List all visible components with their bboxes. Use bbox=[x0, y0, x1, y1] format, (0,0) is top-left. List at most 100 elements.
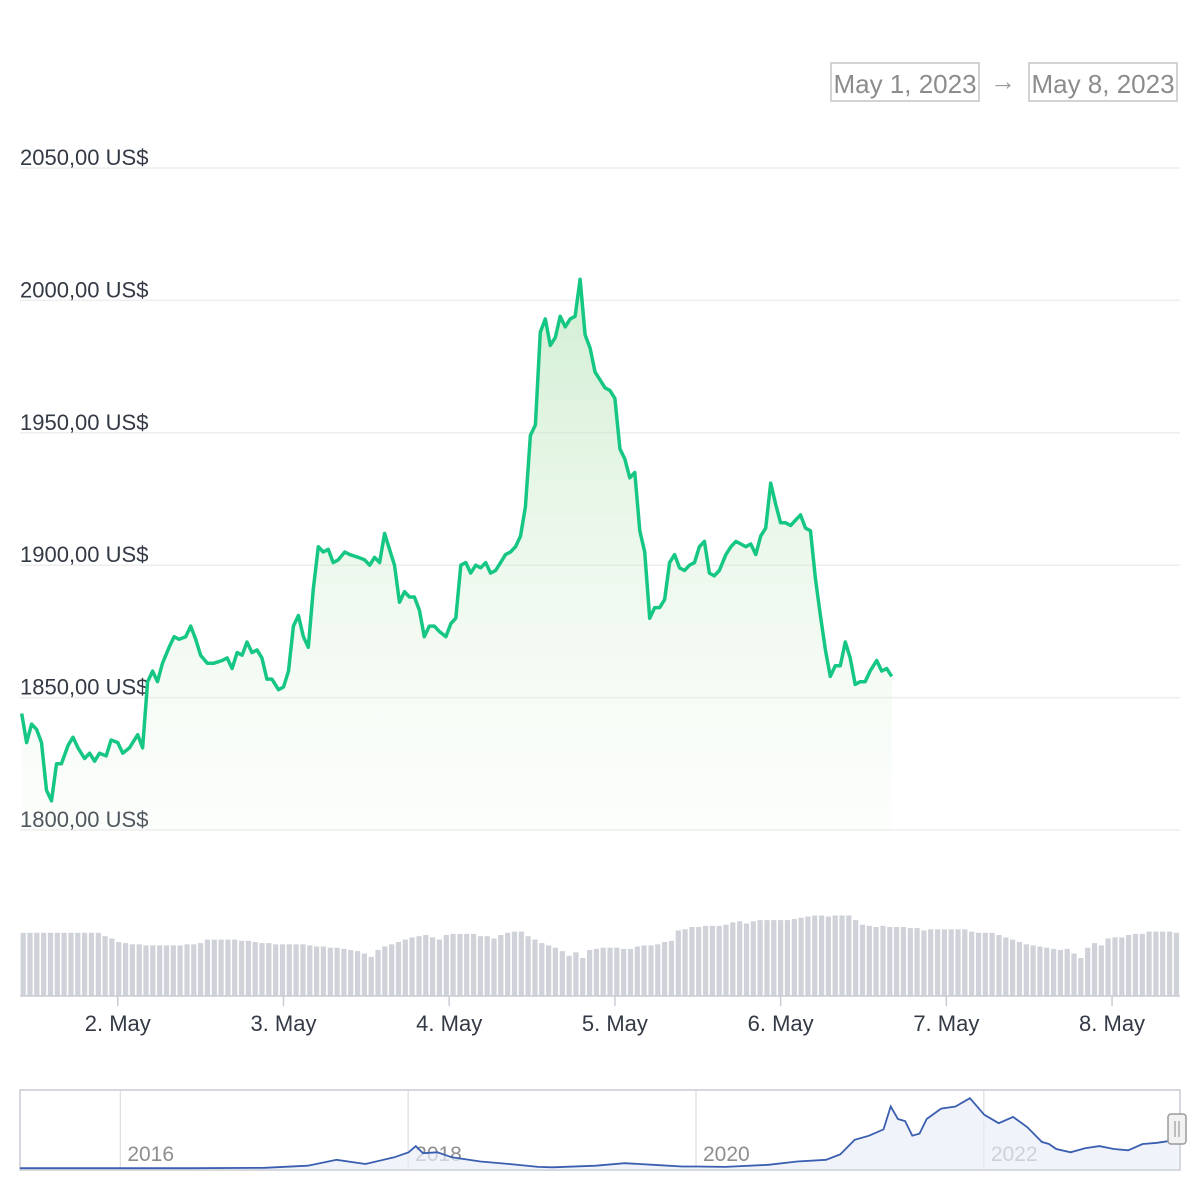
volume-bar bbox=[962, 929, 968, 996]
volume-bar bbox=[975, 932, 982, 997]
arrow-right-icon: → bbox=[990, 66, 1016, 96]
volume-bar bbox=[600, 947, 606, 996]
x-tick-label: 6. May bbox=[748, 1011, 814, 1036]
volume-bar bbox=[723, 924, 729, 996]
volume-bar bbox=[341, 948, 347, 996]
volume-bar bbox=[791, 919, 797, 997]
volume-bar bbox=[239, 940, 245, 996]
volume-bar bbox=[566, 955, 572, 997]
volume-bar bbox=[75, 932, 81, 997]
volume-bar bbox=[1078, 958, 1084, 996]
volume-bar bbox=[389, 944, 395, 997]
volume-bar bbox=[225, 939, 231, 996]
volume-bar bbox=[982, 932, 988, 997]
volume-bar bbox=[928, 929, 934, 996]
volume-bar bbox=[300, 944, 306, 997]
volume-bar bbox=[136, 944, 142, 997]
volume-bar bbox=[832, 915, 838, 996]
volume-bar bbox=[662, 942, 668, 996]
volume-bar bbox=[320, 946, 326, 996]
volume-bar bbox=[648, 945, 654, 996]
volume-bar bbox=[935, 929, 941, 996]
volume-bar bbox=[498, 935, 504, 996]
volume-bar bbox=[157, 945, 163, 996]
volume-bar bbox=[416, 936, 422, 996]
volume-bar bbox=[252, 942, 258, 996]
volume-bar bbox=[471, 933, 477, 996]
navigator-line bbox=[20, 1097, 1179, 1170]
volume-bar bbox=[682, 929, 688, 996]
volume-bar bbox=[334, 947, 340, 996]
y-tick-label: 1900,00 US$ bbox=[20, 542, 148, 567]
volume-bar bbox=[395, 942, 402, 996]
volume-bar bbox=[430, 937, 436, 996]
volume-bar bbox=[1010, 939, 1016, 996]
volume-bar bbox=[47, 932, 54, 997]
volume-bar bbox=[511, 931, 518, 996]
volume-bar bbox=[293, 944, 299, 997]
volume-bar bbox=[607, 947, 613, 996]
volume-bar bbox=[286, 944, 292, 997]
volume-bar bbox=[716, 925, 722, 996]
volume-bar bbox=[614, 947, 620, 996]
navigator-handle[interactable] bbox=[1167, 1113, 1187, 1145]
x-tick-label: 8. May bbox=[1079, 1011, 1145, 1036]
volume-bar bbox=[1119, 937, 1125, 996]
volume-bar bbox=[539, 943, 545, 996]
volume-bar bbox=[1146, 931, 1152, 996]
volume-bar bbox=[709, 925, 715, 996]
volume-bar bbox=[805, 916, 811, 996]
volume-bar bbox=[812, 915, 818, 996]
volume-bar bbox=[703, 925, 709, 996]
volume-bar bbox=[1044, 947, 1050, 996]
volume-bar bbox=[259, 943, 265, 996]
volume-bar bbox=[355, 951, 361, 996]
x-tick-label: 5. May bbox=[582, 1011, 648, 1036]
volume-bar bbox=[948, 929, 954, 996]
volume-bar bbox=[552, 947, 558, 996]
volume-bar bbox=[204, 939, 210, 996]
volume-bar bbox=[163, 945, 170, 996]
volume-bar bbox=[61, 932, 67, 997]
volume-bar bbox=[116, 942, 122, 996]
volume-bar bbox=[184, 944, 190, 997]
x-axis-ticks: 2. May 3. May 4. May 5. May 6. May 7. May 8. M… bbox=[85, 996, 1145, 1036]
volume-bar bbox=[409, 937, 415, 996]
x-tick-label: 3. May bbox=[250, 1011, 316, 1036]
volume-bar bbox=[82, 932, 88, 997]
volume-bar bbox=[1003, 937, 1009, 996]
volume-bar bbox=[375, 950, 381, 996]
navigator[interactable]: 2016201820202022 bbox=[19, 1089, 1187, 1171]
volume-bar bbox=[1098, 945, 1104, 996]
volume-bar bbox=[279, 944, 286, 997]
volume-bar bbox=[88, 932, 94, 997]
date-range-to-input[interactable]: May 8, 2023 bbox=[1028, 62, 1178, 102]
volume-bar bbox=[696, 927, 702, 996]
volume-bar bbox=[634, 946, 640, 996]
volume-bars bbox=[20, 915, 1179, 997]
volume-bar bbox=[198, 943, 204, 996]
date-range-from-input[interactable]: May 1, 2023 bbox=[830, 62, 980, 102]
volume-bar bbox=[41, 932, 47, 997]
volume-bar bbox=[491, 938, 497, 996]
volume-bar bbox=[750, 921, 756, 997]
volume-bar bbox=[218, 939, 224, 996]
volume-bar bbox=[627, 948, 634, 996]
volume-bar bbox=[621, 948, 627, 996]
volume-bar bbox=[505, 932, 511, 997]
volume-bar bbox=[1167, 931, 1173, 996]
volume-bar bbox=[839, 915, 845, 996]
x-tick-label: 4. May bbox=[416, 1011, 482, 1036]
volume-bar bbox=[484, 936, 490, 996]
volume-bar bbox=[532, 939, 538, 996]
volume-bar bbox=[989, 932, 995, 997]
y-tick-label: 2000,00 US$ bbox=[20, 277, 148, 302]
volume-bar bbox=[1071, 953, 1077, 996]
volume-bar bbox=[689, 927, 695, 996]
volume-bar bbox=[907, 928, 913, 996]
navigator-area bbox=[20, 1098, 1179, 1169]
volume-bar bbox=[859, 924, 866, 996]
volume-bar bbox=[593, 948, 599, 996]
volume-bar bbox=[327, 947, 333, 996]
